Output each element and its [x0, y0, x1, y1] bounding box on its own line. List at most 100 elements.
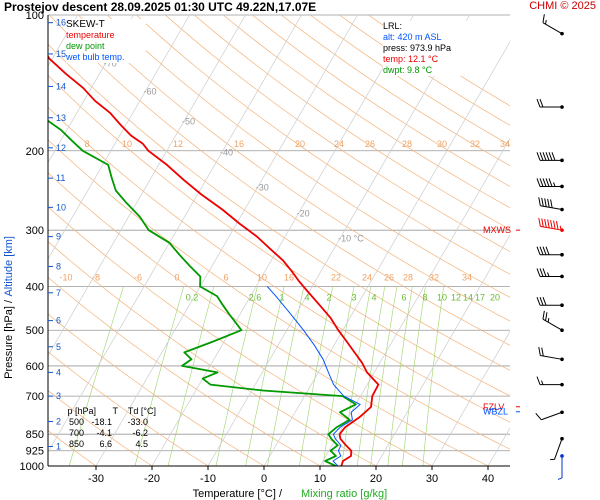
mixing-ratio-line — [167, 286, 215, 466]
wind-barb-feather — [538, 346, 541, 356]
mixing-ratio-line — [341, 286, 372, 466]
wind-barb-feather — [539, 178, 544, 187]
theta-label: 32 — [470, 139, 480, 149]
wind-barb-feather — [556, 220, 559, 230]
isobar-lines — [48, 14, 510, 467]
altitude-tick-label: 5 — [56, 342, 61, 352]
wind-barb-half-feather — [541, 380, 544, 385]
mixing-ratio-label: 17 — [475, 293, 485, 303]
grid-labels: -80 °C-70-60-50-40-30-20-10 °C8101216202… — [59, 26, 510, 303]
wind-barb-feather — [553, 220, 556, 230]
wind-barb-feather — [541, 347, 544, 357]
wet-bulb-temp-line — [266, 286, 361, 466]
pressure-tick-label: 850 — [26, 429, 44, 441]
wind-barb-feather — [551, 152, 556, 161]
pressure-tick-label: 400 — [26, 282, 44, 294]
wind-barb-feather — [542, 268, 547, 277]
theta-label: 34 — [462, 272, 472, 282]
isotherm-label: -50 — [182, 117, 195, 127]
mixing-ratio-label: 14 — [463, 293, 473, 303]
x-tick-label: 20 — [370, 473, 382, 485]
wind-barb-feather — [548, 152, 553, 161]
wind-barb — [542, 14, 564, 36]
mixing-ratio-line — [356, 286, 386, 466]
theta-label: 12 — [173, 139, 183, 149]
y-axis-label-altitude: Altitude [km] — [3, 236, 15, 297]
temperature-line — [48, 54, 380, 466]
wind-barb-half-feather — [547, 272, 550, 277]
wind-barb-half-feather — [559, 225, 562, 231]
table-cell: 500 — [68, 417, 84, 427]
x-tick-label: -10 — [200, 473, 216, 485]
isotherm-line — [151, 15, 414, 466]
altitude-tick-label: 9 — [56, 232, 61, 242]
dry-adiabat-line — [48, 390, 153, 466]
wind-barb-feather — [550, 219, 553, 229]
altitude-tick-label: 13 — [56, 113, 66, 123]
lcl-altitude: alt: 420 m ASL — [383, 32, 442, 42]
wind-barb-feather — [538, 217, 541, 227]
wind-barb-half-feather — [553, 182, 556, 187]
lcl-info-box: LRL: alt: 420 m ASL press: 973.9 hPa tem… — [383, 21, 483, 76]
wind-barb-feather — [545, 246, 550, 255]
altitude-tick-label: 10 — [56, 202, 66, 212]
dry-adiabat-line — [48, 351, 209, 466]
mixing-ratio-line — [134, 286, 184, 466]
wind-barb-feather — [536, 376, 541, 385]
x-tick-label: -20 — [144, 473, 160, 485]
theta-label: 10 — [122, 139, 132, 149]
isotherm-line — [48, 15, 302, 453]
wind-barb — [557, 454, 564, 480]
legend-title: SKEW-T — [66, 19, 105, 30]
theta-label: 30 — [437, 139, 447, 149]
isotherm-line — [48, 15, 190, 260]
wind-barb — [536, 152, 564, 163]
altitude-tick-label: 3 — [56, 391, 61, 401]
pressure-tick-label: 700 — [26, 391, 44, 403]
mixing-ratio-line — [215, 286, 258, 466]
isotherm-label: -30 — [256, 183, 269, 193]
wind-barb-feather — [542, 178, 547, 187]
wind-barb — [536, 297, 564, 307]
wind-barb-staff — [540, 354, 563, 360]
altitude-tick-label: 7 — [56, 288, 61, 298]
theta-label: 6 — [223, 272, 228, 282]
wind-barb-staff — [541, 411, 563, 421]
dry-adiabat-line — [48, 276, 321, 466]
altitude-tick-label: 12 — [56, 143, 66, 153]
wind-barb-staff — [542, 318, 563, 331]
altitude-tick-label: 15 — [56, 49, 66, 59]
altitude-tick-label: 8 — [56, 261, 61, 271]
dry-adiabat-line — [194, 15, 510, 230]
table-header: p [hPa] — [67, 406, 96, 416]
theta-label: 8 — [84, 139, 89, 149]
mixing-ratio-lines — [68, 286, 444, 466]
isotherm-label: -40 — [220, 148, 233, 158]
wind-barb-feather — [536, 98, 541, 108]
pressure-tick-label: 300 — [26, 225, 44, 237]
wind-barb — [538, 197, 564, 212]
table-row: 850 6.6 4.5 — [56, 439, 156, 450]
level-annotation: FZLV — [483, 402, 504, 412]
dry-adiabat-line — [48, 206, 433, 466]
table-cell: 6.6 — [99, 439, 112, 449]
dry-adiabat-line — [48, 172, 489, 466]
wind-barb-feather — [539, 297, 544, 306]
mixing-ratio-label: 0.2 — [186, 293, 199, 303]
mixing-ratio-label: 2 — [326, 293, 331, 303]
mixing-ratio-label: 3 — [351, 293, 356, 303]
wind-barb — [538, 217, 564, 232]
mixing-ratio-label: 1 — [279, 293, 284, 303]
wind-barb-feather — [547, 198, 550, 208]
table-cell: -6.2 — [132, 428, 148, 438]
wind-barb-feather — [544, 198, 547, 207]
wind-barb — [550, 436, 564, 460]
wind-barb-staff — [540, 205, 563, 211]
wind-barb-feather — [545, 178, 550, 187]
wind-barb-feather — [544, 218, 547, 228]
mixing-ratio-label: 20 — [490, 293, 500, 303]
table-header: Td [°C] — [127, 406, 156, 416]
pressure-tick-label: 1000 — [20, 461, 44, 473]
